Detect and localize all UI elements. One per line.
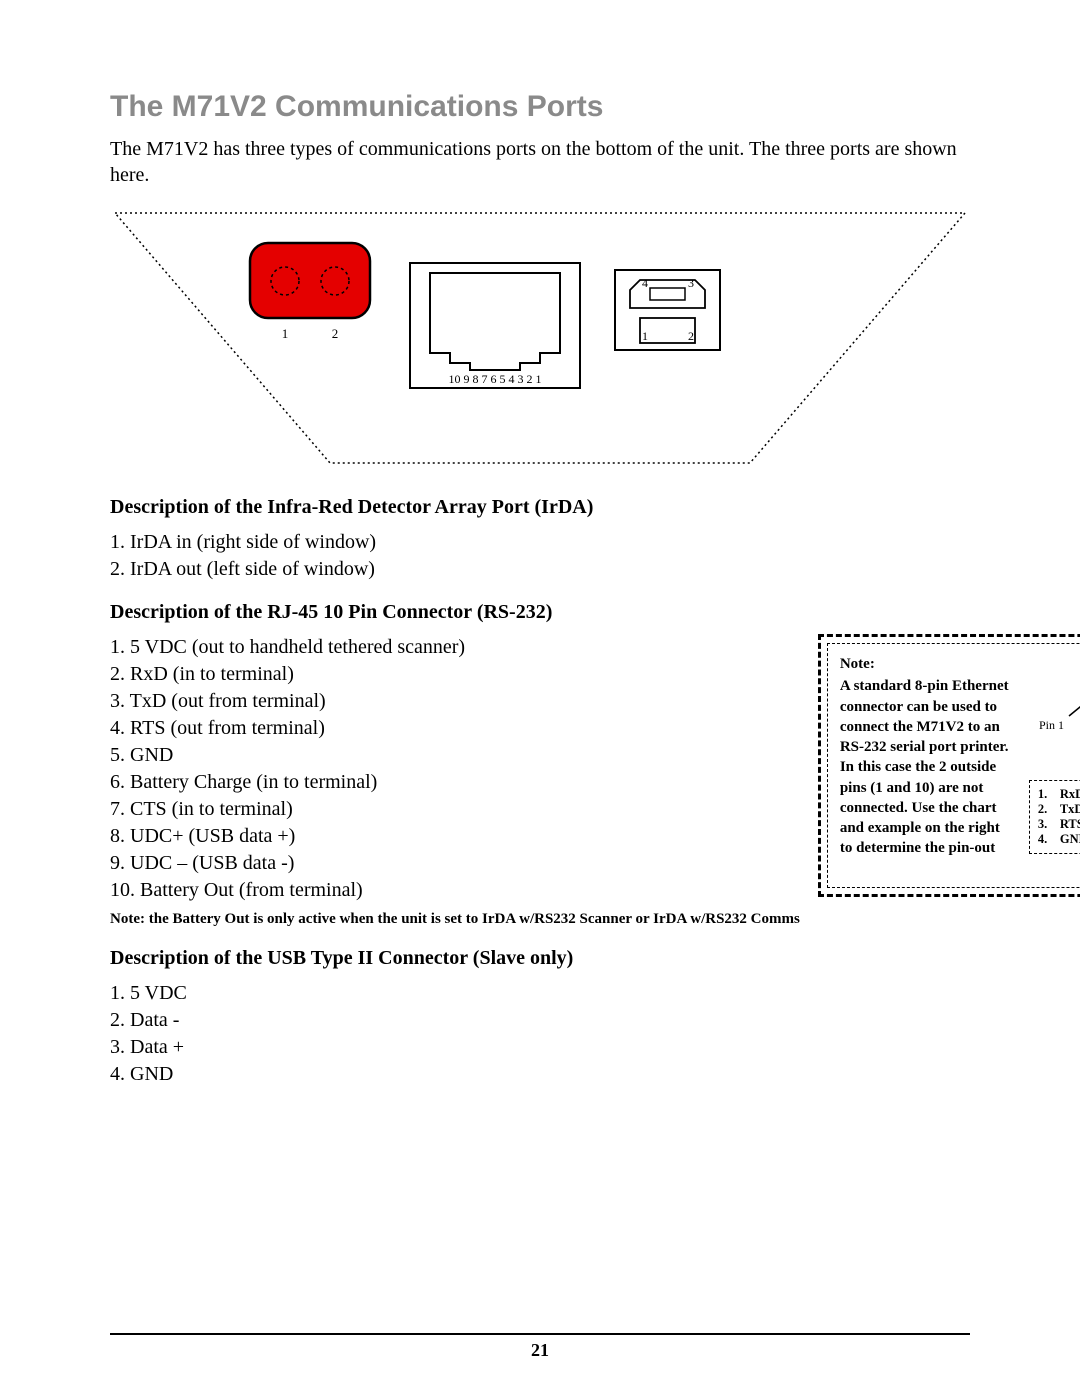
list-item: 9. UDC – (USB data -)	[110, 850, 800, 877]
list-item: 4. GND	[110, 1061, 970, 1088]
list-item: 2. Data -	[110, 1007, 970, 1034]
page-title: The M71V2 Communications Ports	[110, 90, 970, 124]
list-item: 2. IrDA out (left side of window)	[110, 556, 970, 583]
note-body: A standard 8-pin Ethernet connector can …	[840, 676, 1015, 858]
page: The M71V2 Communications Ports The M71V2…	[0, 0, 1080, 1397]
note-pinout-list: 1.RxD (in to terminal) 2.TxD (out from t…	[1029, 780, 1080, 854]
irda-list: 1. IrDA in (right side of window) 2. IrD…	[110, 529, 970, 583]
rj45-footnote: Note: the Battery Out is only active whe…	[110, 910, 800, 929]
usb-port-icon: 4 3 1 2	[615, 270, 720, 350]
list-item: 5. GND	[110, 742, 800, 769]
footer-rule	[110, 1333, 970, 1335]
svg-text:2: 2	[332, 326, 339, 341]
list-item: 2. RxD (in to terminal)	[110, 661, 800, 688]
list-item: 1. 5 VDC (out to handheld tethered scann…	[110, 634, 800, 661]
svg-text:1: 1	[282, 326, 289, 341]
irda-heading: Description of the Infra-Red Detector Ar…	[110, 496, 970, 519]
page-number: 21	[0, 1340, 1080, 1361]
usb-heading: Description of the USB Type II Connector…	[110, 947, 970, 970]
rj45-port-icon: 10 9 8 7 6 5 4 3 2 1	[410, 263, 580, 388]
svg-text:3: 3	[688, 276, 694, 290]
intro-paragraph: The M71V2 has three types of communicati…	[110, 136, 970, 188]
svg-text:Pin 1: Pin 1	[1039, 718, 1064, 732]
list-item: 7. CTS (in to terminal)	[110, 796, 800, 823]
list-item: 3. TxD (out from terminal)	[110, 688, 800, 715]
note-heading: Note:	[840, 654, 1015, 674]
list-item: 4. RTS (out from terminal)	[110, 715, 800, 742]
note-box: Note: A standard 8-pin Ethernet connecto…	[818, 634, 1080, 897]
list-item: 10. Battery Out (from terminal)	[110, 877, 800, 904]
svg-text:2: 2	[688, 329, 694, 343]
rj45-row: 1. 5 VDC (out to handheld tethered scann…	[110, 634, 970, 929]
rj45-heading: Description of the RJ-45 10 Pin Connecto…	[110, 601, 970, 624]
rj45-list: 1. 5 VDC (out to handheld tethered scann…	[110, 634, 800, 904]
svg-text:10 9 8 7 6 5 4 3 2 1: 10 9 8 7 6 5 4 3 2 1	[449, 372, 542, 386]
list-item: 1. 5 VDC	[110, 980, 970, 1007]
list-item: 6. Battery Charge (in to terminal)	[110, 769, 800, 796]
list-item: 8. UDC+ (USB data +)	[110, 823, 800, 850]
svg-text:4: 4	[642, 276, 648, 290]
usb-list: 1. 5 VDC 2. Data - 3. Data + 4. GND	[110, 980, 970, 1088]
rj45-plug-icon: Pin 1 TOP: 1 8 FRONT:	[1029, 654, 1080, 774]
ports-diagram: 1 2 10 9 8 7 6 5 4 3 2 1 4 3 1 2	[110, 208, 970, 478]
svg-text:1: 1	[642, 329, 648, 343]
list-item: 3. Data +	[110, 1034, 970, 1061]
irda-port-icon: 1 2	[250, 243, 370, 341]
list-item: 1. IrDA in (right side of window)	[110, 529, 970, 556]
